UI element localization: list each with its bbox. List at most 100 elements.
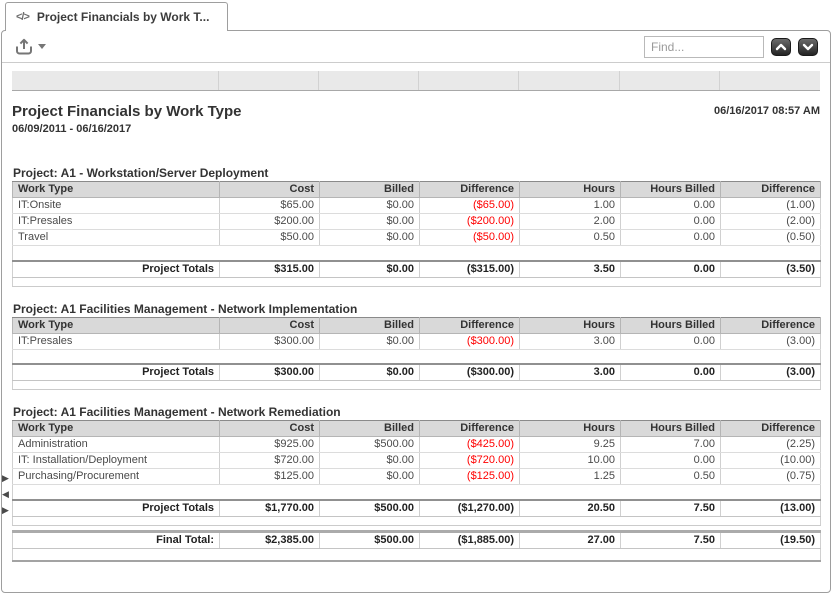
chevron-up-icon xyxy=(775,43,787,51)
cell-hours-billed: 7.50 xyxy=(620,498,721,517)
cell-cost: $300.00 xyxy=(219,333,320,350)
cell-difference: ($1,885.00) xyxy=(419,529,520,549)
cell-hours-billed: 0.00 xyxy=(620,229,721,246)
splitter-arrow-left-icon[interactable]: ◀ xyxy=(2,489,9,499)
cell-hours-difference: (0.75) xyxy=(720,468,821,485)
cell-cost: $720.00 xyxy=(219,452,320,469)
column-header-hours: Hours xyxy=(519,181,621,198)
cell-hours-difference: (3.00) xyxy=(720,363,821,381)
cell-hours-difference: (13.00) xyxy=(720,498,821,517)
cell-work-type: Administration xyxy=(12,436,220,453)
cell-hours-billed: 0.00 xyxy=(620,259,721,278)
page-title: Project Financials by Work Type xyxy=(12,103,242,120)
cell-hours: 27.00 xyxy=(519,529,621,549)
column-header-cost: Cost xyxy=(219,420,320,437)
table-row: Purchasing/Procurement $125.00 $0.00 ($1… xyxy=(12,468,821,485)
splitter-arrow-right-icon[interactable]: ▶ xyxy=(2,473,9,483)
table-tail-row xyxy=(12,380,821,390)
cell-hours-difference: (1.00) xyxy=(720,197,821,214)
cell-hours-billed: 0.00 xyxy=(620,363,721,381)
column-header-cost: Cost xyxy=(219,316,320,334)
table-tail-row xyxy=(12,516,821,526)
table-row: IT:Presales $300.00 $0.00 ($300.00) 3.00… xyxy=(12,333,821,350)
final-total-row: Final Total: $2,385.00 $500.00 ($1,885.0… xyxy=(12,529,821,549)
cell-hours: 9.25 xyxy=(519,436,621,453)
cell-hours-difference: (3.00) xyxy=(720,333,821,350)
find-next-button[interactable] xyxy=(798,37,818,56)
cell-difference: ($720.00) xyxy=(419,452,520,469)
export-button[interactable] xyxy=(14,37,46,56)
cell-hours-billed: 0.00 xyxy=(620,197,721,214)
table-tail-row xyxy=(12,277,821,287)
cell-billed: $0.00 xyxy=(319,452,420,469)
table-header-row: Work Type Cost Billed Difference Hours H… xyxy=(12,181,821,198)
column-header-hours: Hours xyxy=(519,420,621,437)
band-cell xyxy=(720,71,820,90)
cell-billed: $500.00 xyxy=(319,529,420,549)
cell-cost: $300.00 xyxy=(219,363,320,381)
band-cell xyxy=(419,71,519,90)
find-group xyxy=(644,35,818,58)
project-table: Work Type Cost Billed Difference Hours H… xyxy=(12,316,821,390)
project-totals-row: Project Totals $315.00 $0.00 ($315.00) 3… xyxy=(12,259,821,278)
column-header-billed: Billed xyxy=(319,316,420,334)
column-header-difference: Difference xyxy=(419,316,520,334)
cell-cost: $2,385.00 xyxy=(219,529,320,549)
cell-hours-difference: (3.50) xyxy=(720,259,821,278)
cell-cost: $65.00 xyxy=(219,197,320,214)
cell-billed: $500.00 xyxy=(319,498,420,517)
report-date-range: 06/09/2011 - 06/16/2017 xyxy=(12,123,132,135)
column-header-billed: Billed xyxy=(319,420,420,437)
column-header-work-type: Work Type xyxy=(12,316,220,334)
cell-difference: ($1,270.00) xyxy=(419,498,520,517)
cell-difference: ($315.00) xyxy=(419,259,520,278)
cell-hours: 0.50 xyxy=(519,229,621,246)
cell-difference: ($200.00) xyxy=(419,213,520,230)
cell-difference: ($300.00) xyxy=(419,333,520,350)
cell-hours: 20.50 xyxy=(519,498,621,517)
cell-hours-billed: 0.00 xyxy=(620,333,721,350)
project-section: Project: A1 Facilities Management - Netw… xyxy=(12,301,821,390)
cell-hours-difference: (2.00) xyxy=(720,213,821,230)
column-header-billed: Billed xyxy=(319,181,420,198)
cell-hours-billed: 0.00 xyxy=(620,213,721,230)
cell-work-type: IT: Installation/Deployment xyxy=(12,452,220,469)
tab-project-financials[interactable]: </> Project Financials by Work T... xyxy=(5,2,228,31)
tab-label: Project Financials by Work T... xyxy=(36,10,210,24)
find-previous-button[interactable] xyxy=(771,37,791,56)
column-header-hours-billed: Hours Billed xyxy=(620,181,721,198)
cell-hours: 2.00 xyxy=(519,213,621,230)
cell-hours-difference: (2.25) xyxy=(720,436,821,453)
table-row: Administration $925.00 $500.00 ($425.00)… xyxy=(12,436,821,453)
cell-billed: $0.00 xyxy=(319,363,420,381)
splitter-arrow-right-icon[interactable]: ▶ xyxy=(2,505,9,515)
cell-work-type: Travel xyxy=(12,229,220,246)
band-cell xyxy=(219,71,319,90)
project-section-title: Project: A1 - Workstation/Server Deploym… xyxy=(13,166,269,180)
table-header-row: Work Type Cost Billed Difference Hours H… xyxy=(12,420,821,437)
cell-work-type: IT:Onsite xyxy=(12,197,220,214)
project-totals-label: Project Totals xyxy=(12,498,220,517)
export-icon xyxy=(14,37,34,56)
column-header-hours-difference: Difference xyxy=(720,420,821,437)
cell-hours-billed: 7.50 xyxy=(620,529,721,549)
band-cell xyxy=(12,71,219,90)
cell-cost: $50.00 xyxy=(219,229,320,246)
cell-hours: 3.50 xyxy=(519,259,621,278)
cell-billed: $0.00 xyxy=(319,468,420,485)
cell-hours: 10.00 xyxy=(519,452,621,469)
cell-hours: 1.00 xyxy=(519,197,621,214)
cell-hours-billed: 0.50 xyxy=(620,468,721,485)
column-header-hours-billed: Hours Billed xyxy=(620,420,721,437)
toolbar xyxy=(2,31,830,63)
cell-work-type: IT:Presales xyxy=(12,333,220,350)
table-row: IT: Installation/Deployment $720.00 $0.0… xyxy=(12,452,821,469)
table-header-row: Work Type Cost Billed Difference Hours H… xyxy=(12,316,821,334)
cell-hours-difference: (19.50) xyxy=(720,529,821,549)
find-input[interactable] xyxy=(644,35,764,58)
table-row: IT:Presales $200.00 $0.00 ($200.00) 2.00… xyxy=(12,213,821,230)
project-section-title: Project: A1 Facilities Management - Netw… xyxy=(13,301,358,316)
cell-cost: $1,770.00 xyxy=(219,498,320,517)
cell-work-type: IT:Presales xyxy=(12,213,220,230)
final-total-label: Final Total: xyxy=(12,529,220,549)
